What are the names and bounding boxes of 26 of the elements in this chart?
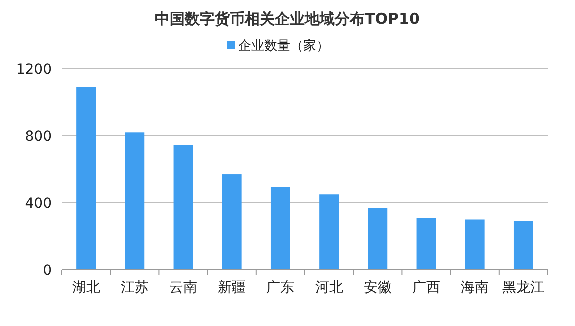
x-tick-label: 河北 [315,280,344,296]
y-tick-label: 800 [25,129,52,145]
chart-title: 中国数字货币相关企业地域分布TOP10 [155,10,420,28]
bar [76,87,96,270]
bar [465,220,485,270]
x-tick-label: 广西 [412,280,440,296]
bar [514,221,534,270]
bar [222,174,242,270]
x-tick-label: 黑龙江 [502,280,545,296]
x-tick-label: 云南 [170,280,198,296]
bar [416,218,436,270]
x-tick-label: 江苏 [120,280,149,296]
x-tick-label: 广东 [266,280,295,296]
bar [270,187,290,270]
bar [174,145,194,270]
x-tick-label: 海南 [461,280,490,296]
x-tick-label: 湖北 [72,280,100,296]
bar [320,194,340,270]
y-tick-label: 400 [25,196,52,212]
x-tick-label: 新疆 [218,280,246,296]
y-tick-label: 1200 [16,62,52,78]
bar [368,208,388,270]
x-tick-label: 安徽 [364,280,392,296]
bar [125,132,145,270]
legend-label: 企业数量（家） [238,38,330,54]
y-tick-label: 0 [43,263,52,279]
